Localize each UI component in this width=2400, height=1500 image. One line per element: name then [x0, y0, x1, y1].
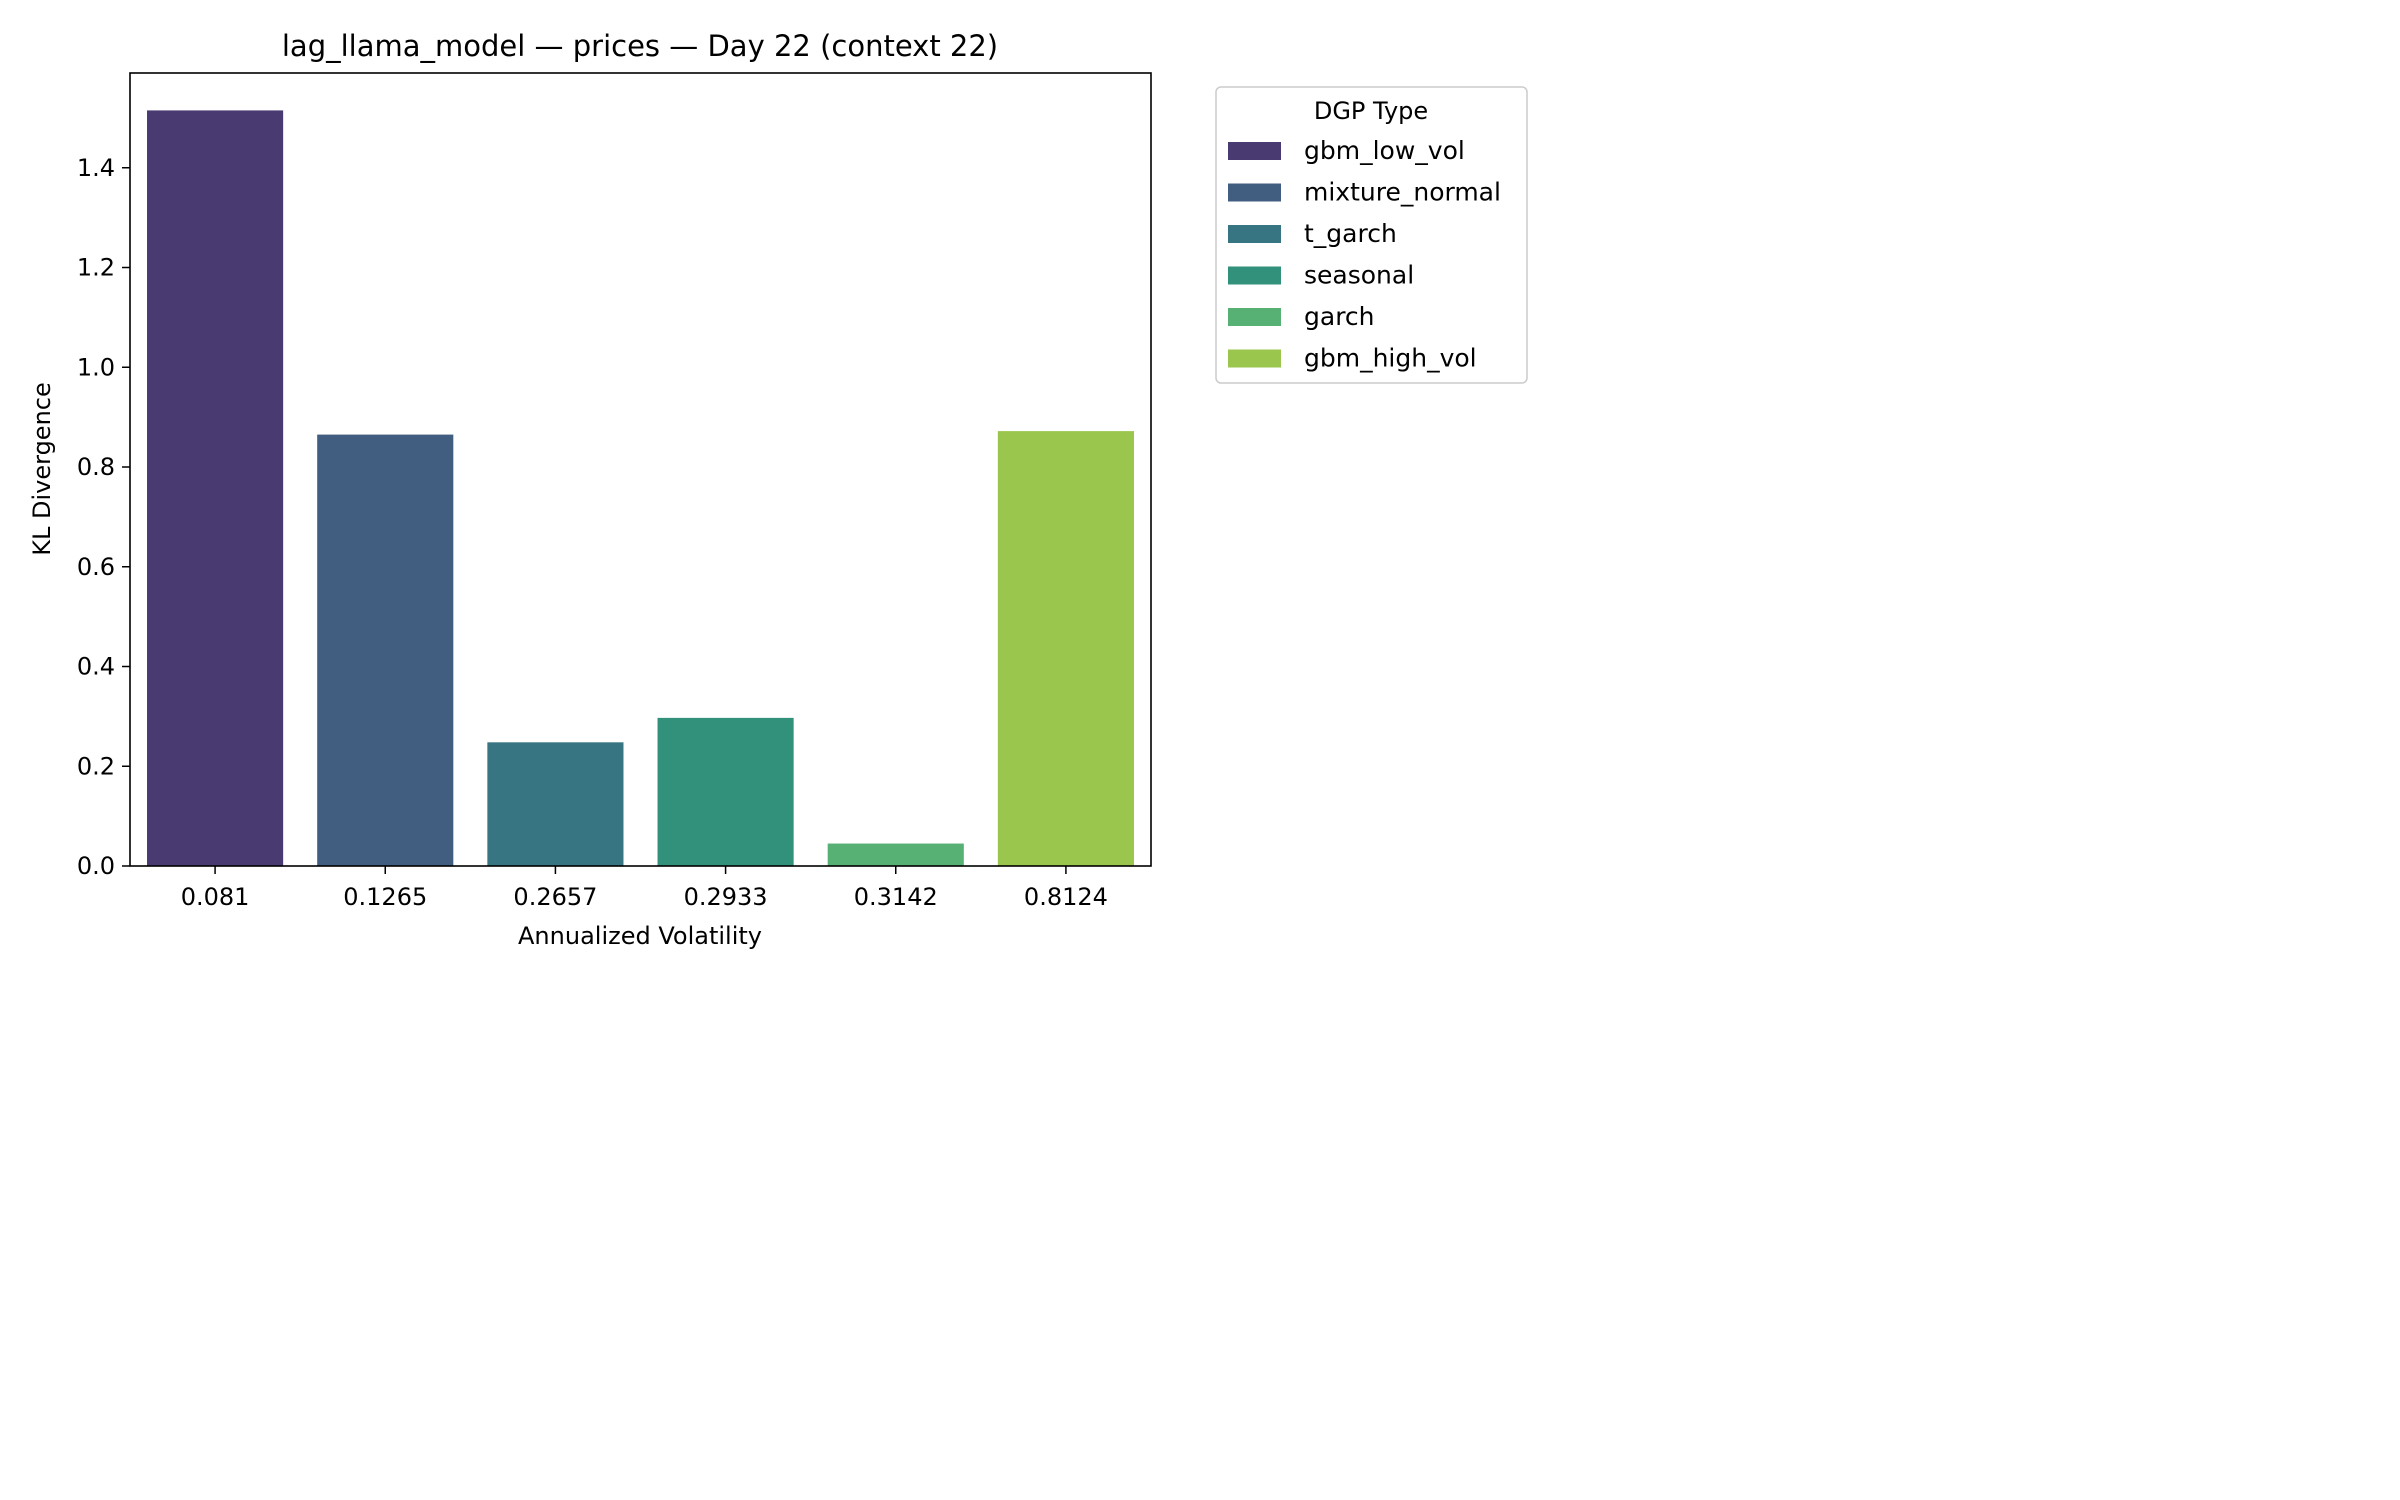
y-tick-label: 0.8: [77, 453, 115, 481]
bar-mixture_normal: [317, 434, 454, 866]
legend-title: DGP Type: [1314, 97, 1428, 125]
x-tick-label: 0.081: [181, 883, 250, 911]
x-tick-label: 0.1265: [343, 883, 427, 911]
x-tick-label: 0.3142: [854, 883, 938, 911]
y-axis-ticks: 0.0 0.2 0.4 0.6 0.8 1.0 1.2 1.4: [77, 154, 130, 880]
bars: [147, 110, 1134, 867]
x-tick-label: 0.8124: [1024, 883, 1108, 911]
legend-label: gbm_high_vol: [1304, 344, 1477, 373]
legend-frame: [1215, 86, 1528, 384]
bar-seasonal: [657, 717, 794, 866]
y-tick-label: 1.4: [77, 154, 115, 182]
legend-label: t_garch: [1304, 219, 1397, 248]
legend-label: mixture_normal: [1304, 178, 1501, 207]
legend-swatch: [1228, 349, 1281, 368]
plot-frame: [129, 72, 1152, 867]
y-tick-label: 0.2: [77, 752, 115, 780]
y-tick-label: 0.0: [77, 852, 115, 880]
legend-swatch: [1228, 142, 1281, 160]
legend-swatch: [1228, 308, 1281, 326]
y-axis-label: KL Divergence: [28, 382, 56, 555]
bar-garch: [827, 843, 964, 866]
y-tick-label: 1.2: [77, 254, 115, 282]
bar-gbm_high_vol: [997, 431, 1134, 866]
legend-entries: gbm_low_vol mixture_normal t_garch seasonal…: [1228, 136, 1501, 373]
legend-label: gbm_low_vol: [1304, 136, 1465, 165]
bar-t_garch: [487, 742, 624, 866]
legend-swatch: [1228, 183, 1281, 202]
y-tick-label: 0.4: [77, 653, 115, 681]
x-axis-ticks: 0.081 0.1265 0.2657 0.2933 0.3142 0.8124: [181, 866, 1108, 911]
legend-label: seasonal: [1304, 261, 1414, 290]
x-tick-label: 0.2933: [684, 883, 768, 911]
legend-swatch: [1228, 266, 1281, 285]
legend: DGP Type gbm_low_vol mixture_normal t_garc…: [1215, 86, 1528, 384]
y-tick-label: 0.6: [77, 553, 115, 581]
bar-gbm_low_vol: [147, 110, 284, 867]
y-tick-label: 1.0: [77, 353, 115, 381]
x-axis-label: Annualized Volatility: [518, 922, 762, 950]
legend-label: garch: [1304, 302, 1375, 331]
legend-swatch: [1228, 225, 1281, 243]
x-tick-label: 0.2657: [513, 883, 597, 911]
chart-title: lag_llama_model — prices — Day 22 (conte…: [282, 29, 998, 63]
bar-chart: lag_llama_model — prices — Day 22 (conte…: [28, 29, 1528, 950]
